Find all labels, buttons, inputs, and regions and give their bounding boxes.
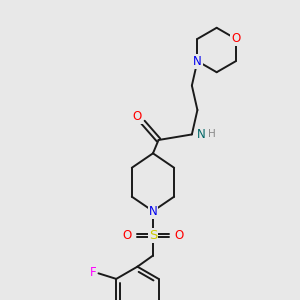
Text: S: S	[149, 229, 157, 242]
Text: N: N	[196, 128, 205, 141]
Text: H: H	[208, 129, 216, 140]
Text: F: F	[90, 266, 96, 279]
Text: O: O	[123, 229, 132, 242]
Text: O: O	[174, 229, 183, 242]
Text: N: N	[148, 205, 158, 218]
Text: N: N	[193, 55, 202, 68]
Text: O: O	[133, 110, 142, 123]
Text: O: O	[231, 32, 241, 45]
